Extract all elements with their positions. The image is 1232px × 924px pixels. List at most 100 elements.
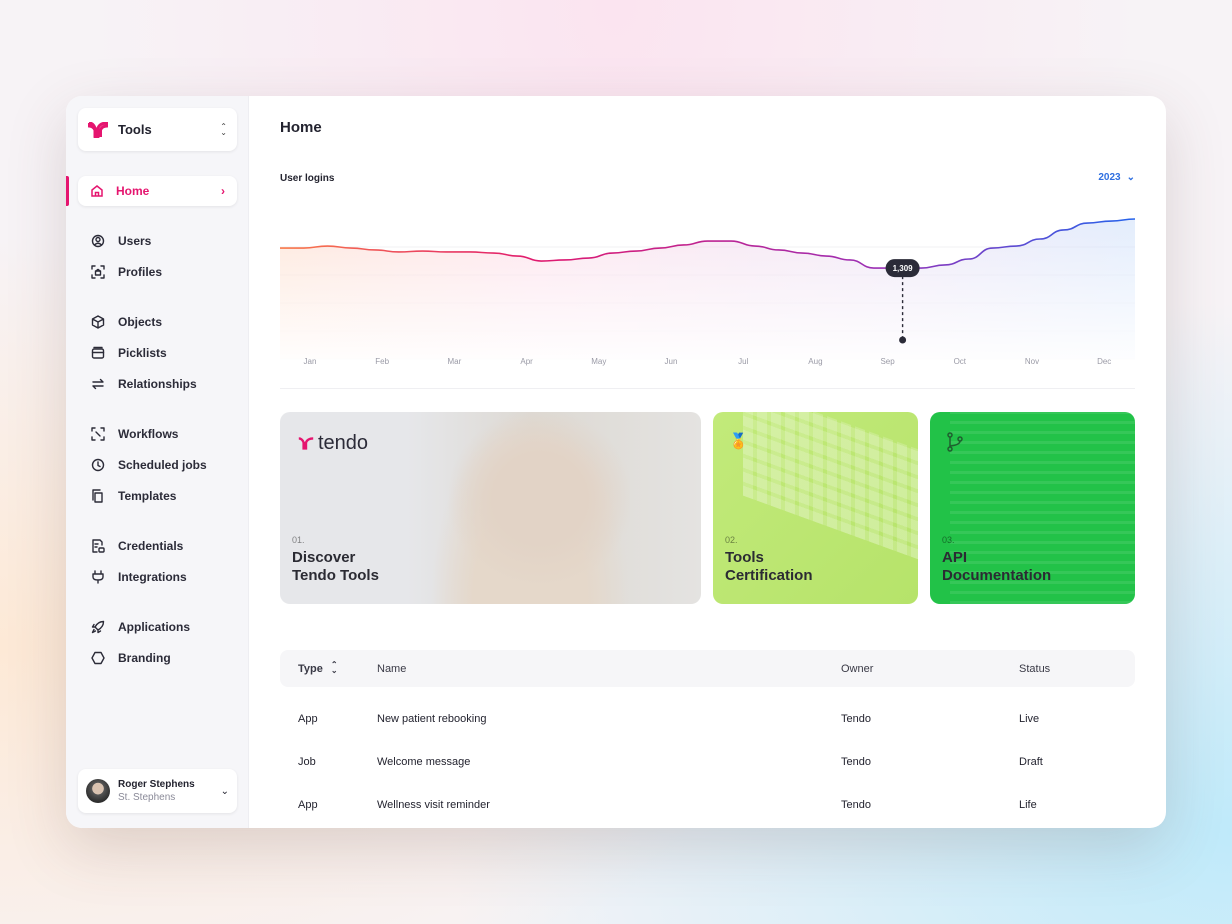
x-tick-label: Oct — [954, 357, 967, 366]
card-title: API Documentation — [942, 549, 1052, 584]
sidebar-item-picklists[interactable]: Picklists — [90, 337, 207, 368]
cell-status: Life — [1019, 799, 1037, 811]
sidebar-item-label: Templates — [118, 488, 177, 503]
table-row[interactable]: Job Welcome message Tendo Draft — [280, 754, 1135, 774]
app-switcher[interactable]: Tools ⌃ ⌄ — [78, 108, 237, 151]
sidebar-item-home[interactable]: Home › — [78, 176, 237, 206]
sidebar-item-users[interactable]: Users — [90, 225, 207, 256]
sidebar-item-label: Users — [118, 233, 152, 248]
cell-name: Wellness visit reminder — [377, 799, 490, 811]
table-row[interactable]: App Wellness visit reminder Tendo Life — [280, 797, 1135, 817]
cell-type: App — [298, 713, 318, 725]
code-background — [950, 412, 1135, 604]
cell-status: Draft — [1019, 756, 1043, 768]
cell-type: Job — [298, 756, 316, 768]
chevron-right-icon: › — [221, 184, 225, 198]
x-tick-label: Apr — [520, 357, 533, 366]
cell-owner: Tendo — [841, 713, 871, 725]
sidebar-item-label: Profiles — [118, 264, 163, 279]
area-fade — [280, 210, 1135, 370]
page-title: Home — [280, 119, 322, 136]
sidebar-item-credentials[interactable]: Credentials — [90, 530, 207, 561]
sidebar-item-label: Relationships — [118, 376, 197, 391]
x-tick-label: Jun — [665, 357, 678, 366]
x-tick-label: Jul — [738, 357, 748, 366]
divider — [280, 388, 1135, 389]
x-tick-label: Jan — [304, 357, 317, 366]
card-title: Tools Certification — [725, 549, 813, 584]
sidebar-group: Workflows Scheduled jobs Templates — [90, 418, 207, 511]
app-window: Tools ⌃ ⌄ Home › Users Profiles Objects Pick… — [66, 96, 1166, 828]
sidebar-item-label: Integrations — [118, 569, 187, 584]
cube-icon — [90, 314, 106, 330]
chevron-up-down-icon: ⌃ ⌄ — [220, 121, 227, 137]
card-tools-certification[interactable]: 🏅 02. Tools Certification — [713, 412, 918, 604]
credentials-icon — [90, 538, 106, 554]
sidebar-item-label: Home — [116, 184, 150, 198]
x-tick-label: Dec — [1097, 357, 1111, 366]
table-header: Type ⌃ ⌄ Name Owner Status — [280, 650, 1135, 687]
sidebar-nav: Users Profiles Objects Picklists Relationshi… — [90, 225, 207, 692]
award-icon: 🏅 — [729, 433, 748, 450]
active-indicator — [66, 176, 69, 206]
column-owner: Owner — [841, 663, 874, 675]
sidebar-item-label: Branding — [118, 650, 171, 665]
home-icon — [91, 185, 103, 197]
card-discover-tools[interactable]: tendo 01. Discover Tendo Tools — [280, 412, 701, 604]
app-switcher-label: Tools — [118, 122, 152, 137]
series-line — [280, 218, 1135, 269]
sidebar-group: Applications Branding — [90, 611, 207, 673]
card-number: 03. — [942, 535, 955, 545]
profile-icon — [90, 264, 106, 280]
plug-icon — [90, 569, 106, 585]
x-tick-label: Nov — [1025, 357, 1039, 366]
sidebar-item-label: Workflows — [118, 426, 179, 441]
table-row[interactable]: App New patient rebooking Tendo Live — [280, 711, 1135, 731]
sidebar-item-label: Picklists — [118, 345, 167, 360]
card-number: 01. — [292, 535, 305, 545]
chevron-down-icon: ⌄ — [1126, 172, 1135, 183]
card-title: Discover Tendo Tools — [292, 549, 379, 584]
sidebar-item-applications[interactable]: Applications — [90, 611, 207, 642]
column-name: Name — [377, 663, 407, 675]
card-number: 02. — [725, 535, 738, 545]
sidebar-item-branding[interactable]: Branding — [90, 642, 207, 673]
sidebar-item-objects[interactable]: Objects — [90, 306, 207, 337]
sidebar-group: Users Profiles — [90, 225, 207, 287]
list-icon — [90, 345, 106, 361]
year-value: 2023 — [1098, 172, 1121, 183]
keyboard-image — [743, 412, 918, 569]
year-select[interactable]: 2023 ⌄ — [1098, 172, 1135, 183]
sidebar-item-relationships[interactable]: Relationships — [90, 368, 207, 399]
photo-mother-daughter — [430, 412, 630, 604]
sidebar-item-label: Objects — [118, 314, 163, 329]
user-name: Roger Stephens — [118, 779, 195, 790]
rocket-icon — [90, 619, 106, 635]
user-menu[interactable]: Roger Stephens St. Stephens ⌄ — [78, 769, 237, 813]
sidebar-item-profiles[interactable]: Profiles — [90, 256, 207, 287]
copy-icon — [90, 488, 106, 504]
card-api-documentation[interactable]: 03. API Documentation — [930, 412, 1135, 604]
sidebar-item-label: Credentials — [118, 538, 184, 553]
sidebar-item-label: Scheduled jobs — [118, 457, 207, 472]
sidebar-item-templates[interactable]: Templates — [90, 480, 207, 511]
sidebar-group: Credentials Integrations — [90, 530, 207, 592]
sidebar-item-workflows[interactable]: Workflows — [90, 418, 207, 449]
sort-icon: ⌃ ⌄ — [330, 660, 338, 675]
sidebar-group: Objects Picklists Relationships — [90, 306, 207, 399]
highlight-point — [899, 336, 907, 344]
x-tick-label: Feb — [375, 357, 389, 366]
cell-name: New patient rebooking — [377, 713, 487, 725]
sort-type-button[interactable]: Type ⌃ ⌄ — [298, 660, 338, 676]
clock-icon — [90, 457, 106, 473]
sidebar-item-label: Applications — [118, 619, 191, 634]
user-logins-chart: Jan Feb Mar Apr May Jun Jul Aug Sep Oct Nov Dec 1,30… — [280, 210, 1135, 370]
user-circle-icon — [90, 233, 106, 249]
sidebar: Tools ⌃ ⌄ Home › Users Profiles Objects Pick… — [66, 96, 249, 828]
cell-status: Live — [1019, 713, 1040, 725]
x-tick-label: Aug — [808, 357, 822, 366]
sidebar-item-integrations[interactable]: Integrations — [90, 561, 207, 592]
sidebar-item-scheduled-jobs[interactable]: Scheduled jobs — [90, 449, 207, 480]
x-tick-label: Mar — [448, 357, 462, 366]
hexagon-icon — [90, 650, 106, 666]
